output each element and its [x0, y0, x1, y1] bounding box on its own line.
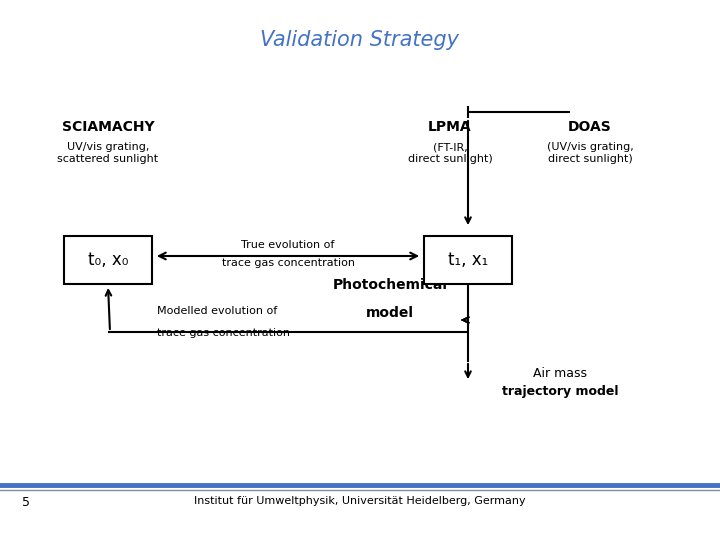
Text: trace gas concentration: trace gas concentration: [157, 328, 290, 338]
Text: UV/vis grating,
scattered sunlight: UV/vis grating, scattered sunlight: [58, 142, 158, 164]
Text: SCIAMACHY: SCIAMACHY: [62, 120, 154, 134]
Text: Modelled evolution of: Modelled evolution of: [157, 306, 277, 316]
Text: Photochemical: Photochemical: [333, 278, 448, 292]
Text: (UV/vis grating,
direct sunlight): (UV/vis grating, direct sunlight): [546, 142, 634, 164]
Bar: [424, 236, 512, 284]
Text: Institut für Umweltphysik, Universität Heidelberg, Germany: Institut für Umweltphysik, Universität H…: [194, 496, 526, 506]
Text: t₁, x₁: t₁, x₁: [448, 251, 488, 269]
Text: Validation Strategy: Validation Strategy: [261, 30, 459, 50]
Text: True evolution of: True evolution of: [241, 240, 335, 250]
Text: trace gas concentration: trace gas concentration: [222, 258, 354, 268]
Text: Air mass: Air mass: [533, 367, 587, 380]
Text: DOAS: DOAS: [568, 120, 612, 134]
Bar: [64, 236, 152, 284]
Text: 5: 5: [22, 496, 30, 509]
Text: trajectory model: trajectory model: [502, 385, 618, 398]
Text: (FT-IR,
direct sunlight): (FT-IR, direct sunlight): [408, 142, 492, 164]
Text: t₀, x₀: t₀, x₀: [88, 251, 128, 269]
Text: model: model: [366, 306, 414, 320]
Text: LPMA: LPMA: [428, 120, 472, 134]
